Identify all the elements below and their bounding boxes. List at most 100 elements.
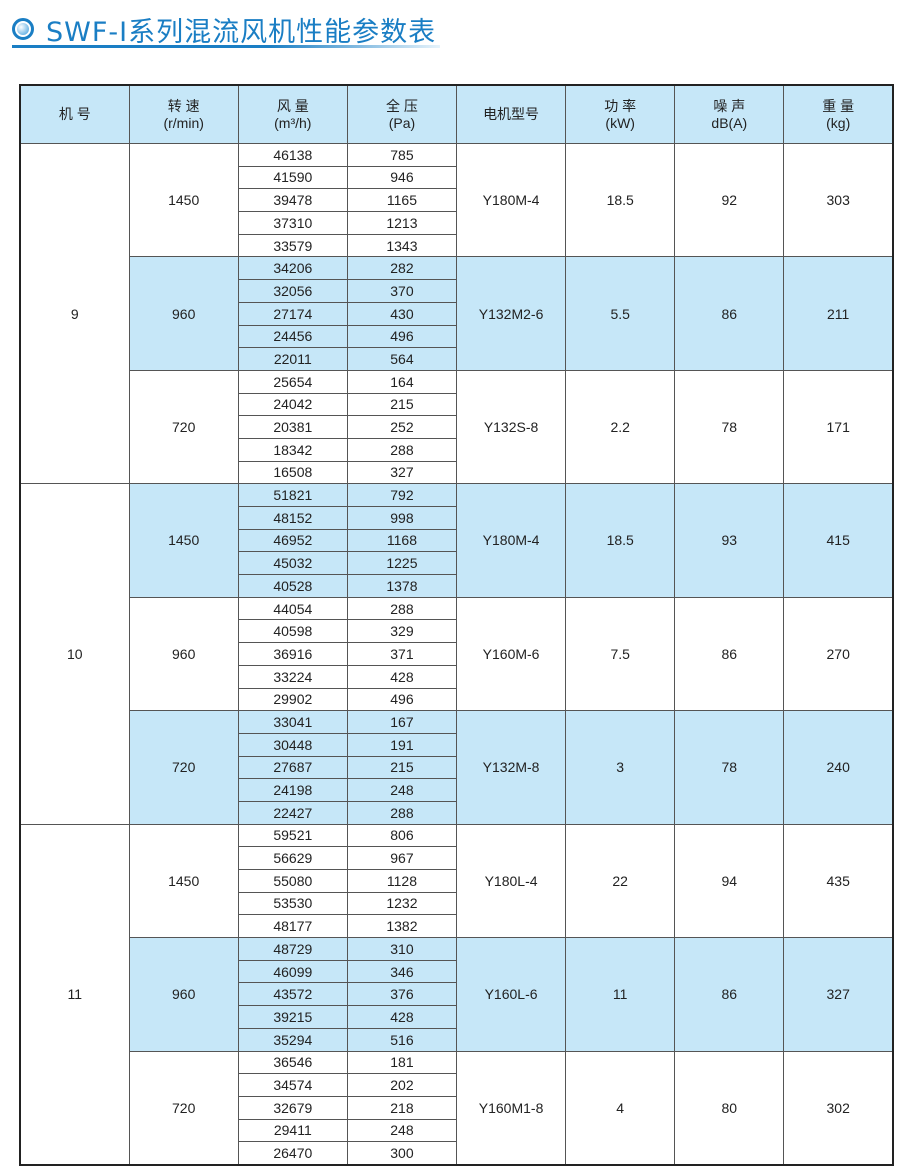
table-row: 53530 1232 — [20, 891, 893, 916]
noise-cell: 86 — [674, 596, 785, 712]
pressure-cell: 516 — [346, 1027, 458, 1052]
pressure-cell: 1128 — [346, 869, 458, 893]
speed-cell: 1450 — [128, 142, 239, 258]
airflow-cell: 22011 — [237, 347, 348, 371]
pressure-cell: 946 — [346, 165, 458, 190]
pressure-cell: 792 — [346, 483, 458, 507]
pressure-cell: 496 — [346, 324, 458, 349]
table-row: 26470 300 — [20, 1141, 893, 1166]
header-noise: 噪 声 dB(A) — [674, 84, 785, 144]
pressure-cell: 370 — [346, 279, 458, 303]
power-cell: 5.5 — [565, 256, 676, 371]
power-cell: 4 — [565, 1050, 676, 1166]
motor-model-cell: Y160L-6 — [455, 937, 567, 1052]
pressure-cell: 1232 — [346, 891, 458, 916]
airflow-cell: 43572 — [237, 982, 348, 1007]
airflow-cell: 32056 — [237, 279, 348, 303]
airflow-cell: 18342 — [237, 437, 348, 462]
weight-cell: 270 — [783, 596, 894, 712]
machine-no-cell: 9 — [19, 142, 130, 485]
noise-cell: 92 — [674, 142, 785, 258]
airflow-cell: 20381 — [237, 415, 348, 439]
pressure-cell: 248 — [346, 778, 458, 802]
table-row: 35294 516 — [20, 1027, 893, 1052]
speed-cell: 720 — [128, 369, 239, 485]
table-row: 32056 370 — [20, 279, 893, 303]
motor-model-cell: Y132M-8 — [455, 710, 567, 825]
table-row: 29411 248 — [20, 1118, 893, 1143]
motor-model-cell: Y180M-4 — [455, 483, 567, 598]
pressure-cell: 496 — [346, 687, 458, 712]
power-cell: 22 — [565, 823, 676, 939]
airflow-cell: 36546 — [237, 1050, 348, 1075]
airflow-cell: 46099 — [237, 959, 348, 984]
header-airflow: 风 量 (m³/h) — [237, 84, 348, 144]
weight-cell: 302 — [783, 1050, 894, 1166]
table-row: 960 48729 310 Y160L-6 11 86 327 — [20, 937, 894, 1052]
noise-cell: 86 — [674, 937, 785, 1052]
pressure-cell: 1382 — [346, 914, 458, 939]
header-speed: 转 速 (r/min) — [128, 84, 239, 144]
table-row: 720 25654 164 Y132S-8 2.2 78 171 — [20, 369, 894, 485]
airflow-cell: 40528 — [237, 574, 348, 598]
motor-model-cell: Y132S-8 — [455, 369, 567, 485]
table-row: 40528 1378 — [20, 574, 893, 598]
airflow-cell: 25654 — [237, 369, 348, 394]
table-row: 16508 327 — [20, 460, 893, 485]
pressure-cell: 1378 — [346, 574, 458, 598]
header-pressure: 全 压 (Pa) — [346, 84, 458, 144]
airflow-cell: 36916 — [237, 642, 348, 666]
performance-table: 机 号转 速 (r/min) 风 量 (m³/h) 全 压 (Pa) 电机型号功 率 (kW)… — [19, 84, 894, 1166]
pressure-cell: 1213 — [346, 211, 458, 235]
airflow-cell: 27174 — [237, 301, 348, 326]
table-row: 11 1450 59521 806 Y180L-4 22 94 435 — [19, 823, 894, 1166]
noise-cell: 94 — [674, 823, 785, 939]
speed-cell: 720 — [128, 1050, 239, 1166]
motor-model-cell: Y180L-4 — [455, 823, 567, 939]
pressure-cell: 998 — [346, 506, 458, 530]
pressure-cell: 167 — [346, 710, 458, 734]
airflow-cell: 29902 — [237, 687, 348, 712]
airflow-cell: 56629 — [237, 846, 348, 870]
weight-cell: 240 — [783, 710, 894, 825]
table-row: 18342 288 — [20, 437, 893, 462]
pressure-cell: 282 — [346, 256, 458, 281]
airflow-cell: 16508 — [237, 460, 348, 485]
header-row: 机 号转 速 (r/min) 风 量 (m³/h) 全 压 (Pa) 电机型号功 率 (kW)… — [19, 84, 894, 144]
page-title: SWF-Ⅰ系列混流风机性能参数表 — [12, 12, 436, 48]
table-row: 48152 998 — [20, 506, 893, 530]
weight-cell: 171 — [783, 369, 894, 485]
pressure-cell: 371 — [346, 642, 458, 666]
pressure-cell: 288 — [346, 437, 458, 462]
airflow-cell: 30448 — [237, 732, 348, 757]
airflow-cell: 59521 — [237, 823, 348, 848]
airflow-cell: 39478 — [237, 188, 348, 213]
table-row: 24198 248 — [20, 778, 893, 802]
airflow-cell: 33041 — [237, 710, 348, 734]
pressure-cell: 1343 — [346, 233, 458, 258]
table-row: 27174 430 — [20, 301, 893, 326]
power-cell: 11 — [565, 937, 676, 1052]
header-weight: 重 量 (kg) — [783, 84, 894, 144]
weight-cell: 327 — [783, 937, 894, 1052]
pressure-cell: 218 — [346, 1095, 458, 1120]
airflow-cell: 41590 — [237, 165, 348, 190]
speed-cell: 960 — [128, 256, 239, 371]
header-motor-model: 电机型号 — [455, 84, 567, 144]
airflow-cell: 24042 — [237, 392, 348, 417]
pressure-cell: 215 — [346, 755, 458, 780]
airflow-cell: 27687 — [237, 755, 348, 780]
table-row: 33224 428 — [20, 664, 893, 689]
noise-cell: 78 — [674, 369, 785, 485]
weight-cell: 415 — [783, 483, 894, 598]
pressure-cell: 1225 — [346, 551, 458, 576]
noise-cell: 93 — [674, 483, 785, 598]
power-cell: 7.5 — [565, 596, 676, 712]
weight-cell: 435 — [783, 823, 894, 939]
pressure-cell: 346 — [346, 959, 458, 984]
table-row: 720 36546 181 Y160M1-8 4 80 302 — [20, 1050, 894, 1166]
airflow-cell: 48152 — [237, 506, 348, 530]
airflow-cell: 46952 — [237, 528, 348, 553]
airflow-cell: 53530 — [237, 891, 348, 916]
table-row: 56629 967 — [20, 846, 893, 870]
